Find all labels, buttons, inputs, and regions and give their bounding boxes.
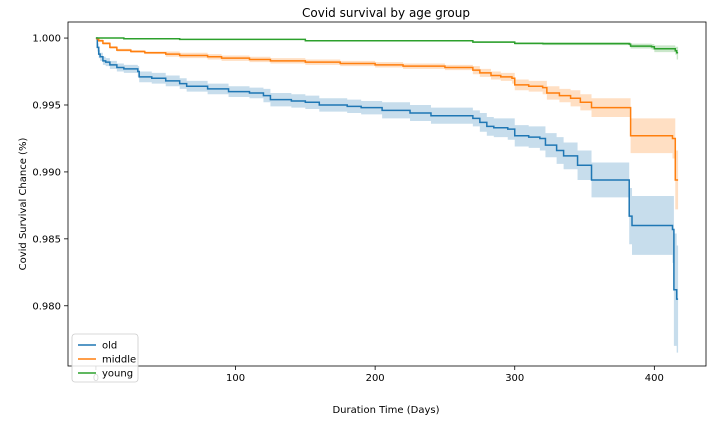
- x-tick-label: 200: [366, 373, 385, 384]
- series-line-old: [95, 37, 679, 300]
- series-line-middle: [95, 37, 679, 181]
- plot-area: [95, 37, 679, 353]
- ci-band-middle: [95, 38, 679, 210]
- legend-box: [71, 333, 139, 383]
- legend-label-young: young: [102, 369, 133, 380]
- axes-frame: [67, 21, 707, 367]
- x-tick-label: 400: [645, 373, 664, 384]
- legend-label-old: old: [102, 341, 117, 352]
- y-tick-label: 0.980: [32, 301, 61, 312]
- ci-band-old: [95, 38, 679, 353]
- series-line-young: [95, 37, 679, 54]
- y-tick-label: 1.000: [32, 34, 61, 45]
- x-tick-label: 100: [226, 373, 245, 384]
- legend-label-middle: middle: [102, 355, 136, 366]
- x-axis-label: Duration Time (Days): [332, 405, 439, 416]
- y-tick-label: 0.995: [32, 100, 61, 111]
- legend: old middle young: [71, 333, 139, 383]
- y-axis: 0.980 0.985 0.990 0.995 1.000: [32, 34, 68, 312]
- x-tick-label: 300: [505, 373, 524, 384]
- x-axis: 0100200300400: [93, 366, 664, 384]
- y-axis-label: Covid Survival Chance (%): [18, 138, 29, 271]
- y-tick-label: 0.985: [32, 234, 61, 245]
- chart-title: Covid survival by age group: [302, 6, 470, 20]
- y-tick-label: 0.990: [32, 167, 61, 178]
